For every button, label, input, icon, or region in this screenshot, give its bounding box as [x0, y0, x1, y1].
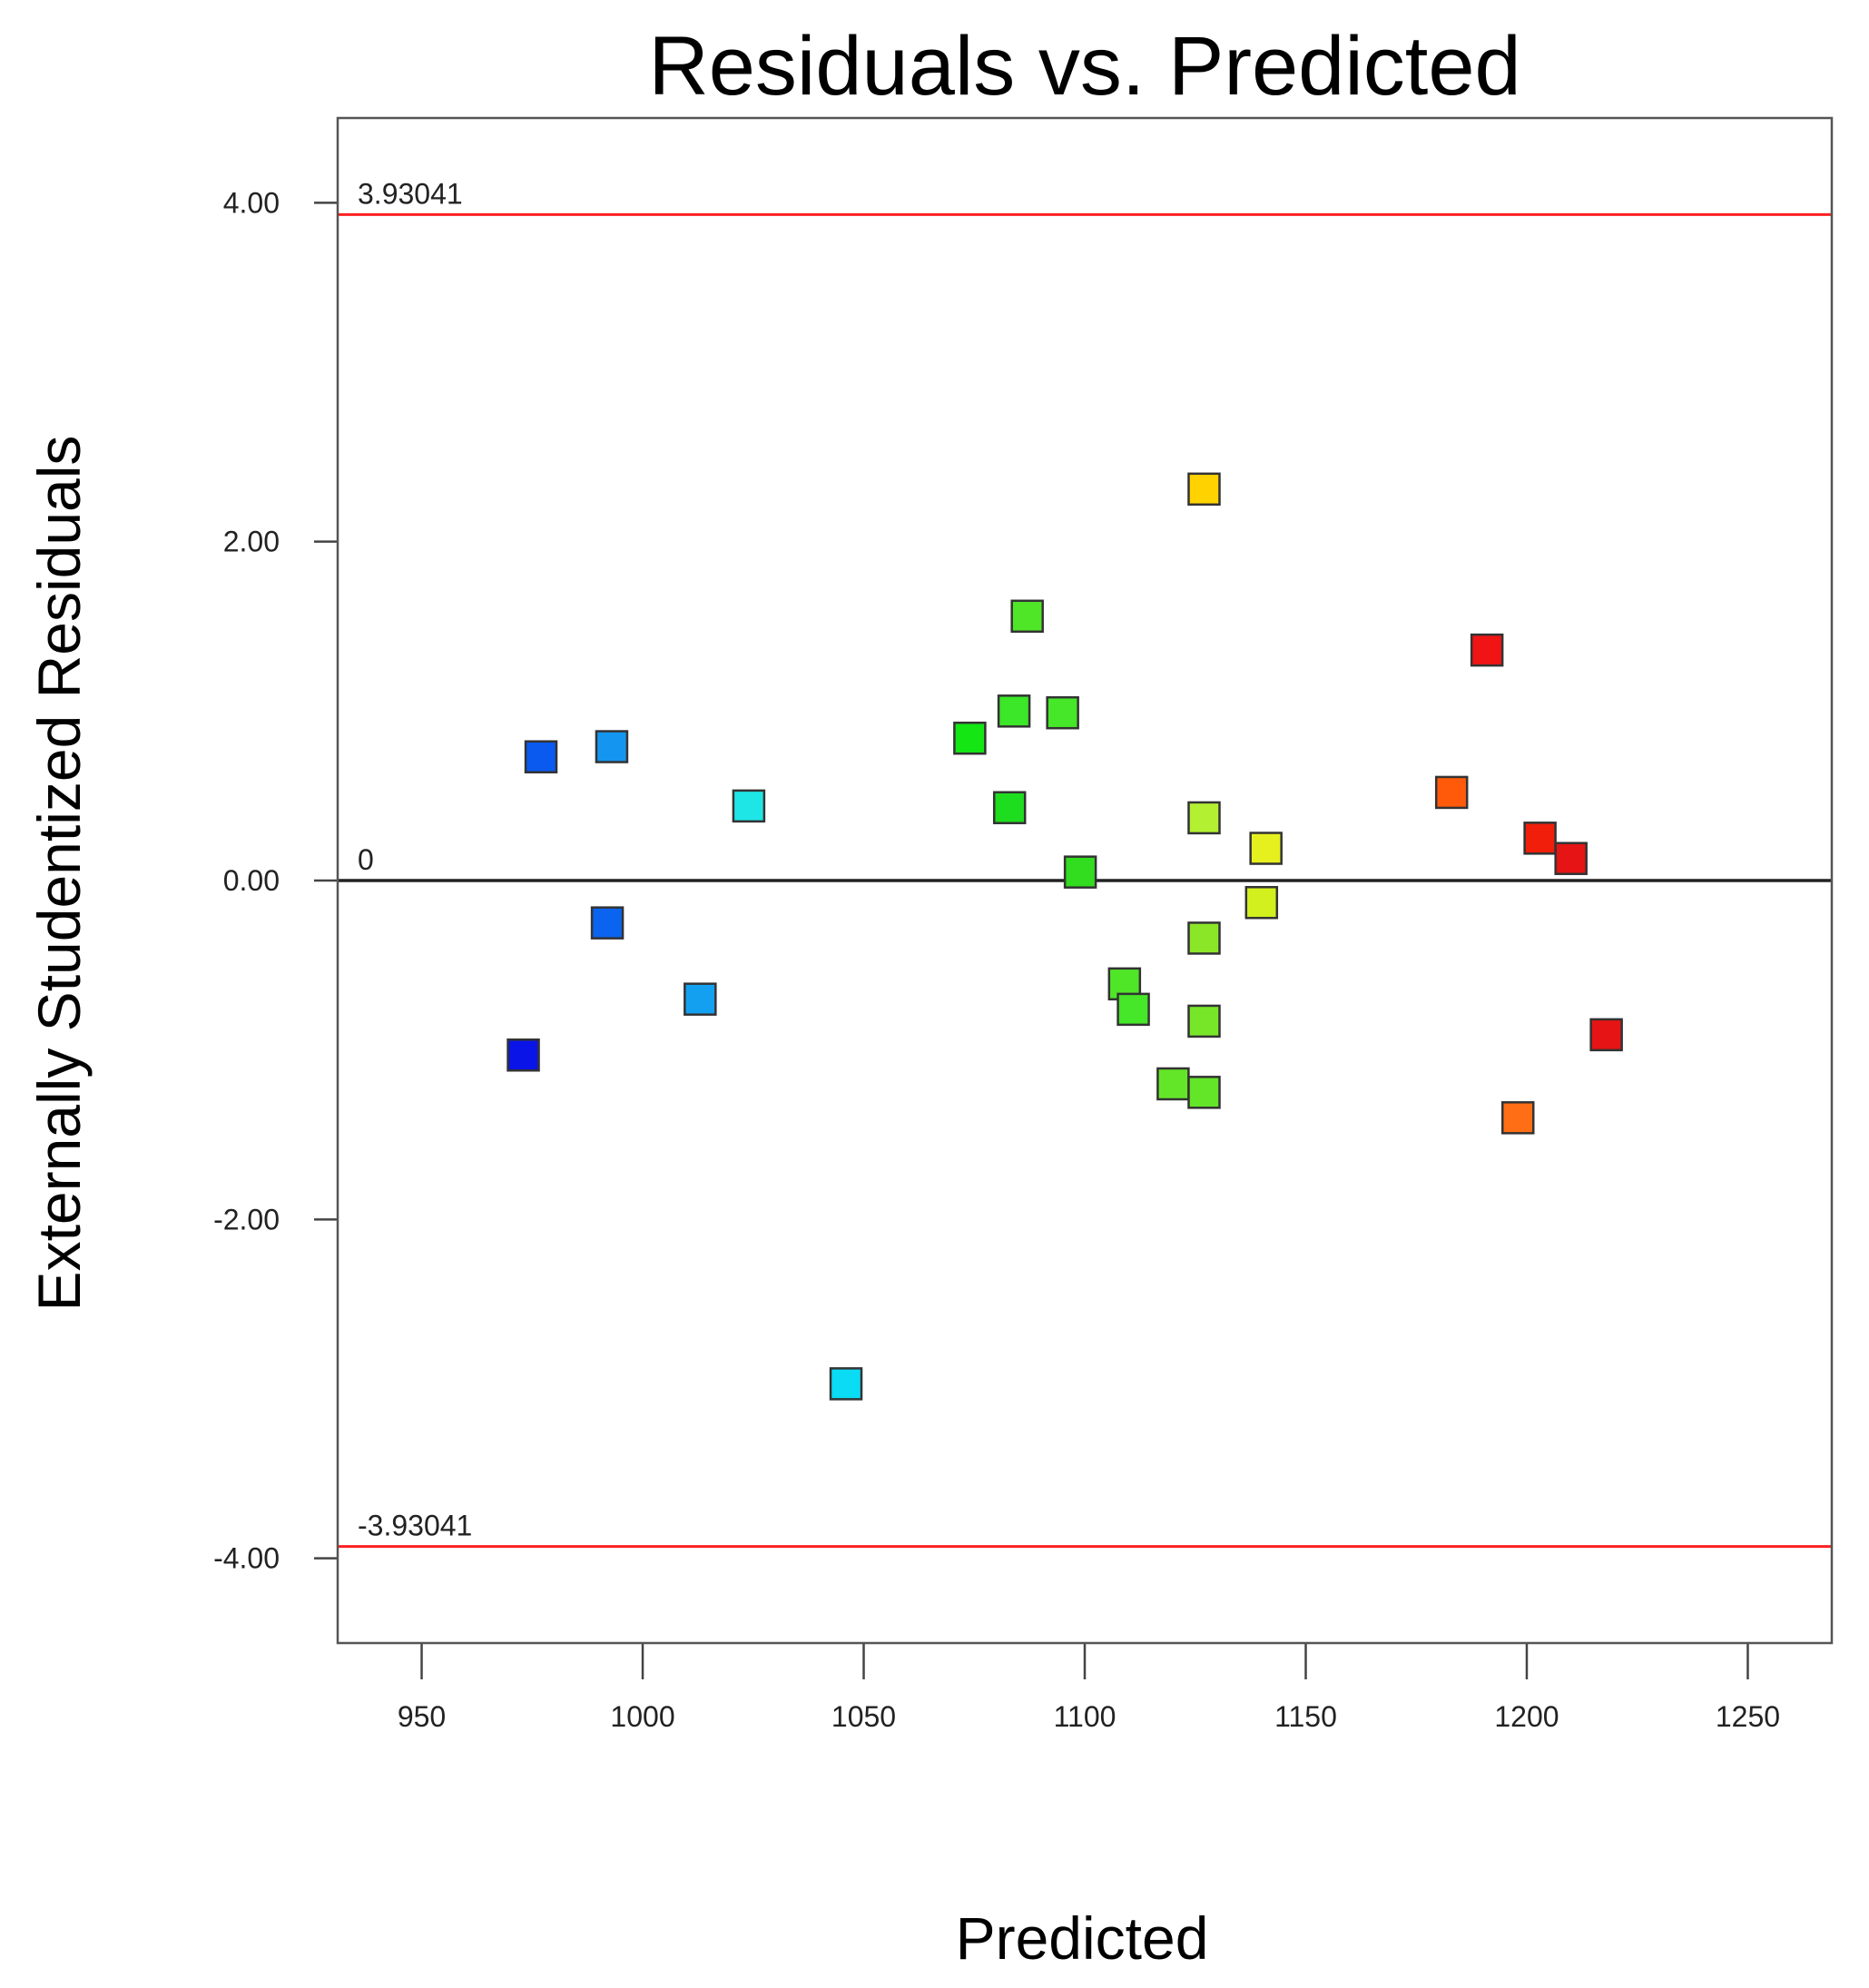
- y-axis: 4.00 2.00 0.00 -2.00 -4.00: [213, 186, 338, 1575]
- data-points: [507, 472, 1623, 1401]
- data-point: [1249, 832, 1283, 865]
- data-point: [1187, 472, 1221, 507]
- y-tick-label: -4.00: [213, 1542, 280, 1575]
- data-point: [1244, 886, 1279, 920]
- x-tick-label: 950: [398, 1700, 446, 1733]
- reference-line-label: 3.93041: [358, 177, 463, 210]
- data-point: [732, 789, 766, 823]
- data-point: [1434, 775, 1469, 810]
- data-point: [953, 721, 987, 755]
- data-point: [524, 740, 558, 773]
- y-axis-title: Externally Studentized Residuals: [25, 436, 93, 1312]
- data-point: [1187, 801, 1221, 835]
- data-point: [1500, 1101, 1535, 1135]
- data-point: [1046, 695, 1079, 730]
- y-tick-label: 4.00: [223, 186, 280, 219]
- data-point: [829, 1367, 863, 1401]
- data-point: [1063, 855, 1097, 889]
- y-tick-label: 0.00: [223, 864, 280, 897]
- x-tick-label: 1050: [831, 1700, 896, 1733]
- plot-frame: [336, 116, 1834, 1645]
- x-axis-title: Predicted: [956, 1904, 1209, 1972]
- x-tick-label: 1200: [1494, 1700, 1559, 1733]
- chart-title: Residuals vs. Predicted: [648, 20, 1520, 113]
- data-point: [595, 730, 629, 763]
- data-point: [1187, 1004, 1221, 1038]
- data-point: [1554, 841, 1588, 875]
- x-tick-label: 1150: [1274, 1700, 1337, 1733]
- y-tick-label: 2.00: [223, 526, 280, 558]
- data-point: [1470, 633, 1504, 667]
- x-tick-label: 1100: [1054, 1700, 1116, 1733]
- y-tick-label: -2.00: [213, 1203, 280, 1235]
- x-tick-label: 1000: [610, 1700, 674, 1733]
- reference-line-label: 0: [358, 843, 374, 876]
- data-point: [1187, 1076, 1221, 1109]
- reference-line-label: -3.93041: [358, 1510, 472, 1542]
- data-point: [1523, 822, 1557, 855]
- x-axis: 950 1000 1050 1100 1150 1200 1250: [398, 1643, 1780, 1733]
- x-tick-label: 1250: [1716, 1700, 1780, 1733]
- data-point: [1116, 992, 1150, 1027]
- data-point: [992, 791, 1027, 824]
- data-point: [684, 982, 717, 1016]
- data-point: [1589, 1018, 1623, 1052]
- data-point: [1010, 599, 1044, 634]
- data-point: [1156, 1067, 1190, 1101]
- data-point: [997, 694, 1031, 728]
- data-point: [1187, 921, 1221, 955]
- data-point: [590, 906, 625, 940]
- data-point: [507, 1038, 540, 1072]
